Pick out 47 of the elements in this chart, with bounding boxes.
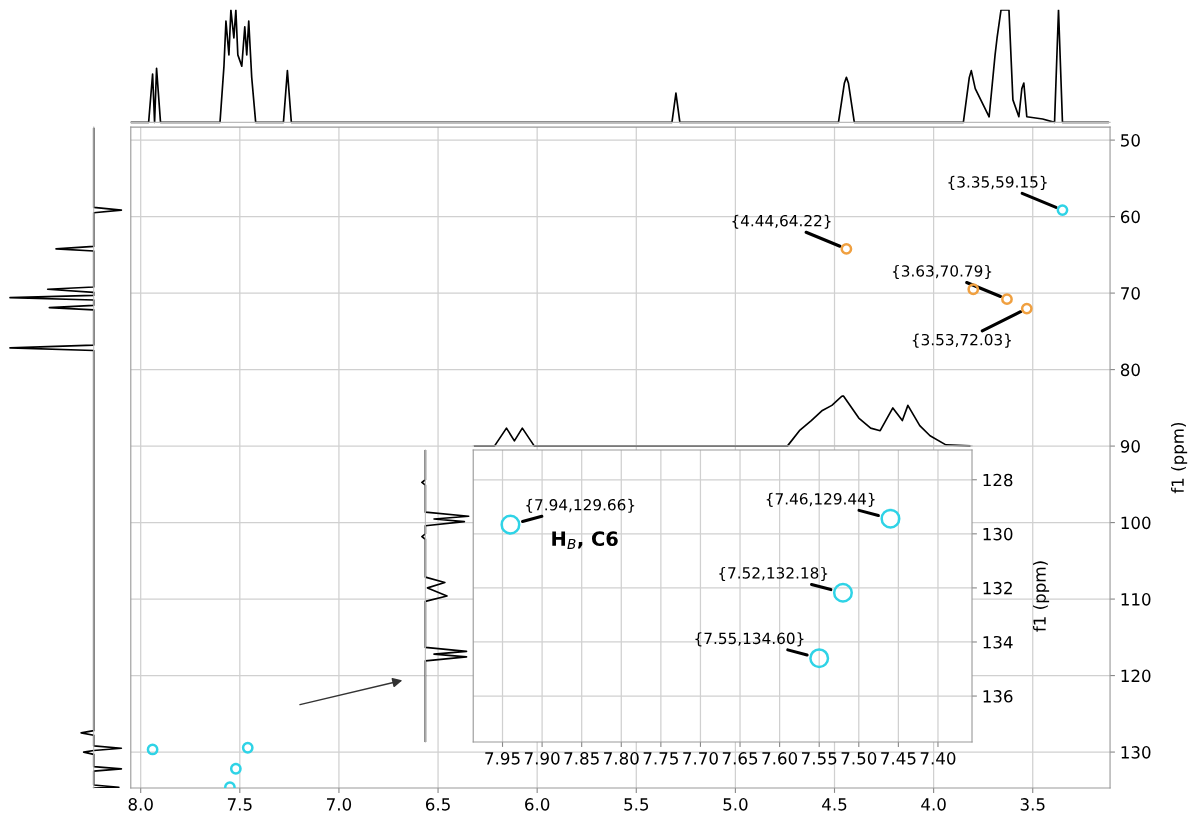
y-axis-title: f1 (ppm) [1032, 561, 1050, 632]
x-tick-label: 6.0 [525, 798, 550, 811]
x-tick-label: 8.0 [128, 798, 153, 811]
y-tick-label: 70 [1121, 287, 1140, 300]
x-tick-label: 7.90 [524, 752, 560, 765]
annotation: {3.63,70.79} [892, 264, 992, 280]
x-tick-label: 7.60 [762, 752, 798, 765]
x-tick-label: 6.5 [425, 798, 450, 811]
x-tick-label: 7.50 [841, 752, 877, 765]
x-tick-label: 7.85 [564, 752, 599, 765]
x-tick-label: 5.5 [624, 798, 649, 811]
y-tick-label: 50 [1121, 134, 1140, 147]
x-tick-label: 7.80 [604, 752, 639, 765]
y-tick-label: 134 [983, 635, 1013, 649]
y-tick-label: 120 [1121, 669, 1151, 683]
y-tick-label: 130 [983, 527, 1013, 541]
annotation: {4.44,64.22} [732, 214, 831, 229]
x-tick-label: 4.5 [822, 798, 847, 811]
y-tick-label: 60 [1120, 210, 1140, 224]
annotation: H$_{B}$, C6 [552, 531, 618, 549]
x-tick-label: 7.75 [643, 752, 678, 765]
y-tick-label: 90 [1120, 440, 1140, 453]
x-tick-label: 7.40 [920, 752, 956, 765]
x-tick-label: 7.70 [683, 752, 718, 765]
x-tick-label: 7.45 [881, 752, 916, 765]
y-tick-label: 100 [1121, 516, 1151, 530]
y-axis-title: f1 (ppm) [1171, 422, 1188, 494]
annotation: {7.46,129.44} [766, 492, 875, 507]
annotation: {7.55,134.60} [695, 632, 804, 647]
annotation: {7.94,129.66} [526, 498, 635, 513]
y-tick-label: 80 [1120, 363, 1140, 377]
annotation: {3.35,59.15} [948, 175, 1047, 190]
y-tick-label: 132 [983, 581, 1012, 595]
x-tick-label: 7.95 [485, 752, 520, 765]
x-tick-label: 3.5 [1020, 798, 1045, 811]
annotation: {3.53,72.03} [912, 333, 1011, 348]
y-tick-label: 128 [983, 473, 1013, 487]
x-tick-label: 7.65 [722, 752, 758, 765]
x-tick-label: 4.0 [921, 798, 946, 811]
x-tick-label: 7.55 [802, 752, 837, 765]
y-tick-label: 130 [1121, 746, 1151, 759]
x-tick-label: 7.5 [227, 798, 252, 811]
y-tick-label: 110 [1121, 593, 1151, 606]
y-tick-label: 136 [983, 690, 1013, 703]
x-tick-label: 5.0 [723, 798, 748, 811]
annotation: {7.52,132.18} [719, 566, 828, 581]
x-tick-label: 7.0 [327, 798, 352, 811]
